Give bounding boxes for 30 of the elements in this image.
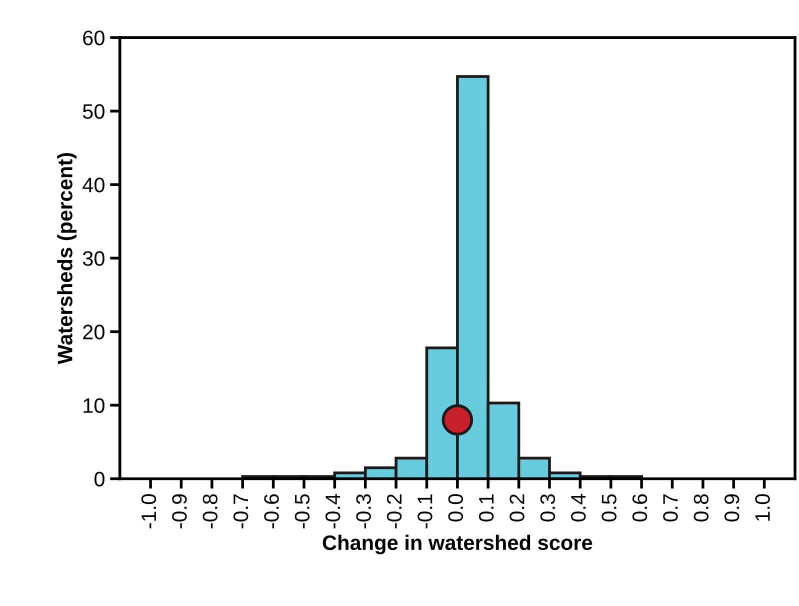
x-tick-label: -0.3 [356,494,371,528]
x-tick-label: -0.5 [294,494,310,528]
x-tick-label: -0.9 [172,494,187,528]
y-tick-label: 10 [84,398,104,413]
x-tick-label: 0.5 [602,494,616,522]
x-tick-label: -0.1 [418,494,432,528]
x-tick-label: 0.8 [694,494,709,522]
x-tick-label: -0.7 [233,494,248,528]
x-tick-label: -0.6 [264,494,279,528]
x-tick-label: -1.0 [141,494,156,528]
y-tick-label: 30 [82,251,104,266]
x-tick-label: 1.0 [755,494,770,521]
y-tick-label: 60 [83,30,104,46]
x-tick-label: -0.4 [326,494,340,528]
x-tick-label: 0.3 [540,494,556,522]
y-tick-label: 50 [82,104,104,119]
y-tick-label: 0 [94,472,104,486]
x-tick-label: 0.9 [724,494,740,522]
x-tick-label: 0.6 [632,494,648,522]
x-tick-label: 0.2 [510,494,524,522]
y-tick-label: 40 [82,178,104,192]
x-tick-label: 0.7 [663,494,678,522]
x-tick-label: 0.1 [478,494,494,522]
x-tick-label: 0.4 [571,494,586,522]
y-tick-label: 20 [83,324,104,340]
x-axis-title: Change in watershed score [322,534,592,554]
x-tick-label: 0.0 [448,494,464,522]
y-axis-title: Watersheds (percent) [57,153,77,364]
x-tick-label: -0.2 [386,494,402,528]
x-tick-label: -0.8 [202,494,218,528]
